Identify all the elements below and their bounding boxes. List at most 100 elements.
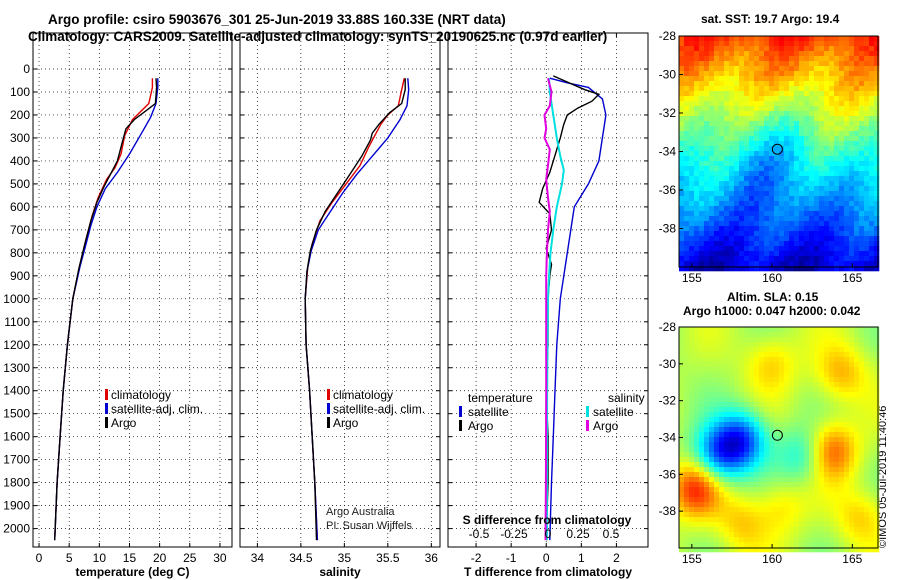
sla-map-cell — [784, 537, 790, 543]
sst-map-cell — [714, 111, 720, 117]
sla-map-cell — [699, 382, 705, 388]
sla-map-cell — [684, 502, 690, 508]
sst-map-cell — [829, 71, 835, 77]
sla-map-cell — [744, 492, 750, 498]
sla-map-cell — [719, 332, 725, 338]
sla-map-cell — [724, 502, 730, 508]
sla-map-cell — [764, 527, 770, 533]
sst-map-cell — [684, 76, 690, 82]
sst-map-cell — [759, 156, 765, 162]
sst-map-cell — [704, 116, 710, 122]
sst-map-cell — [874, 161, 880, 167]
sst-map-cell — [774, 56, 780, 62]
sla-map-cell — [764, 537, 770, 543]
sst-map-cell — [829, 196, 835, 202]
sst-map-cell — [714, 121, 720, 127]
sla-map-cell — [809, 502, 815, 508]
sst-map-cell — [729, 66, 735, 72]
sst-map-cell — [854, 141, 860, 147]
sst-map-cell — [759, 161, 765, 167]
sla-map-cell — [824, 512, 830, 518]
sst-map-cell — [859, 71, 865, 77]
sst-map-cell — [754, 201, 760, 207]
sst-map-cell — [819, 211, 825, 217]
sst-map-cell — [804, 46, 810, 52]
sst-map-cell — [854, 241, 860, 247]
sla-map-cell — [849, 402, 855, 408]
sst-map-cell — [769, 216, 775, 222]
sla-map-cell — [789, 382, 795, 388]
sla-map-cell — [804, 327, 810, 333]
sst-map-cell — [804, 181, 810, 187]
sla-map-cell — [704, 462, 710, 468]
sst-map-cell — [779, 86, 785, 92]
sst-map-cell — [804, 186, 810, 192]
sst-map-cell — [709, 36, 715, 42]
sst-map-cell — [869, 111, 875, 117]
sla-map-cell — [684, 442, 690, 448]
temperature-xtick-label: 25 — [183, 551, 197, 565]
sla-map-cell — [794, 517, 800, 523]
sla-map-cell — [704, 427, 710, 433]
sst-map-cell — [699, 66, 705, 72]
sla-map-cell — [739, 347, 745, 353]
sla-map-cell — [849, 527, 855, 533]
sst-map-cell — [874, 216, 880, 222]
sla-map-cell — [849, 332, 855, 338]
sst-map-cell — [834, 171, 840, 177]
sst-map-cell — [819, 261, 825, 267]
sla-map-cell — [824, 487, 830, 493]
sla-map-cell — [714, 337, 720, 343]
sst-map-cell — [719, 231, 725, 237]
sst-map-cell — [834, 196, 840, 202]
sst-map-cell — [714, 201, 720, 207]
sla-map-cell — [739, 337, 745, 343]
sst-map-cell — [849, 186, 855, 192]
sla-map-cell — [694, 502, 700, 508]
sla-map-cell — [684, 362, 690, 368]
sla-map-cell — [744, 372, 750, 378]
sst-map-cell — [844, 96, 850, 102]
sla-map-cell — [839, 392, 845, 398]
sst-map-cell — [679, 46, 685, 52]
sla-map-cell — [734, 507, 740, 513]
sla-map-cell — [864, 427, 870, 433]
sla-map-cell — [764, 502, 770, 508]
sst-map-cell — [694, 161, 700, 167]
sla-map-cell — [844, 327, 850, 333]
sla-map-cell — [864, 522, 870, 528]
sst-map-cell — [834, 181, 840, 187]
sla-map-cell — [854, 417, 860, 423]
sla-map-cell — [784, 332, 790, 338]
sst-map-cell — [759, 71, 765, 77]
sla-map-cell — [779, 337, 785, 343]
sla-map-cell — [874, 412, 880, 418]
sla-map-cell — [869, 327, 875, 333]
sla-map-cell — [814, 347, 820, 353]
sst-map-cell — [844, 206, 850, 212]
sst-map-cell — [709, 256, 715, 262]
sst-map-cell — [849, 216, 855, 222]
differences-xtick-label: 2 — [613, 551, 620, 565]
sst-map-cell — [784, 106, 790, 112]
sst-map-cell — [794, 86, 800, 92]
sla-map-cell — [774, 527, 780, 533]
sla-map-cell — [814, 502, 820, 508]
sst-map-cell — [699, 111, 705, 117]
sla-map-cell — [714, 427, 720, 433]
sla-map-cell — [794, 457, 800, 463]
sst-map-cell — [779, 226, 785, 232]
sst-map-cell — [769, 211, 775, 217]
sla-map-cell — [799, 507, 805, 513]
sst-map-cell — [729, 111, 735, 117]
sst-map-cell — [754, 56, 760, 62]
sla-map-cell — [819, 512, 825, 518]
sst-map-cell — [874, 111, 880, 117]
sst-map-cell — [749, 166, 755, 172]
sla-map-cell — [804, 342, 810, 348]
sst-map-cell — [689, 251, 695, 257]
sst-map-cell — [694, 176, 700, 182]
sla-map-cell — [824, 377, 830, 383]
sst-map-cell — [854, 196, 860, 202]
sst-map-cell — [824, 141, 830, 147]
